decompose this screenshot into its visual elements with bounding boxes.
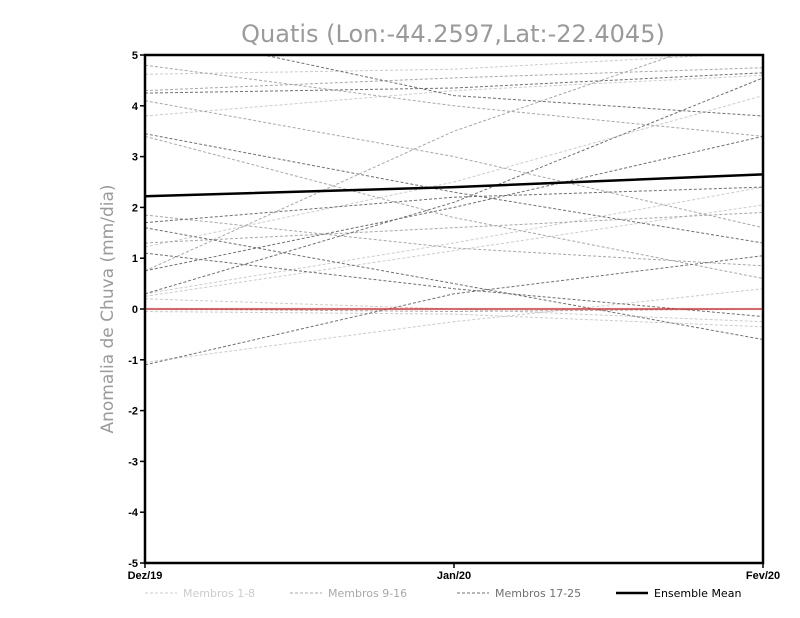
y-axis-label: Anomalia de Chuva (mm/dia): [98, 184, 118, 433]
y-tick-label: 5: [132, 50, 138, 62]
member-line-group-3: [145, 186, 763, 224]
member-line-group-3: [145, 77, 763, 295]
y-tick-label: 0: [132, 304, 138, 316]
y-tick-label: 3: [132, 152, 138, 164]
member-line-group-3: [261, 55, 763, 117]
member-line-group-1: [145, 311, 763, 328]
y-axis-ticks: -5 -4 -3 -2 -1 0 1 2 3 4 5: [128, 50, 145, 570]
member-line-group-3: [145, 135, 763, 272]
member-line-group-1: [145, 288, 763, 363]
member-line-group-2: [145, 214, 763, 267]
ensemble-mean-line: [145, 173, 763, 198]
member-line-group-2: [145, 212, 763, 244]
member-line-group-2: [145, 135, 763, 279]
y-tick-label: 4: [132, 101, 139, 113]
legend: Membros 1-8 Membros 9-16 Membros 17-25 Ense…: [145, 587, 741, 600]
y-tick-label: -4: [128, 507, 139, 519]
legend-label: Ensemble Mean: [654, 587, 741, 600]
member-line-group-2: [145, 64, 763, 137]
x-tick-label: Jan/20: [437, 570, 471, 582]
y-tick-label: -2: [128, 406, 138, 418]
plot-frame: [143, 53, 765, 565]
member-line-group-2: [145, 55, 677, 272]
legend-label: Membros 9-16: [328, 587, 407, 600]
legend-label: Membros 1-8: [183, 587, 255, 600]
chart-title: Quatis (Lon:-44.2597,Lat:-22.4045): [241, 20, 665, 48]
member-line-group-3: [145, 255, 763, 366]
member-line-group-1: [145, 204, 763, 297]
y-tick-label: -5: [128, 558, 138, 570]
y-tick-label: -1: [128, 355, 138, 367]
plot-lines: [145, 55, 763, 366]
member-line-group-1: [145, 74, 763, 117]
x-tick-label: Fev/20: [746, 570, 780, 582]
legend-label: Membros 17-25: [495, 587, 581, 600]
member-line-group-3: [145, 252, 763, 318]
member-line-group-1: [145, 95, 763, 248]
member-line-group-1: [145, 186, 763, 295]
y-tick-label: 1: [132, 253, 138, 265]
member-line-group-2: [145, 100, 763, 229]
x-tick-label: Dez/19: [128, 570, 163, 582]
x-axis-ticks: Dez/19 Jan/20 Fev/20: [128, 563, 780, 582]
member-line-group-2: [145, 308, 763, 313]
y-tick-label: 2: [132, 202, 138, 214]
member-line-group-1: [145, 298, 763, 323]
member-line-group-3: [145, 72, 763, 94]
y-tick-label: -3: [128, 456, 138, 468]
member-line-group-2: [145, 67, 763, 92]
member-line-group-1: [145, 55, 727, 75]
